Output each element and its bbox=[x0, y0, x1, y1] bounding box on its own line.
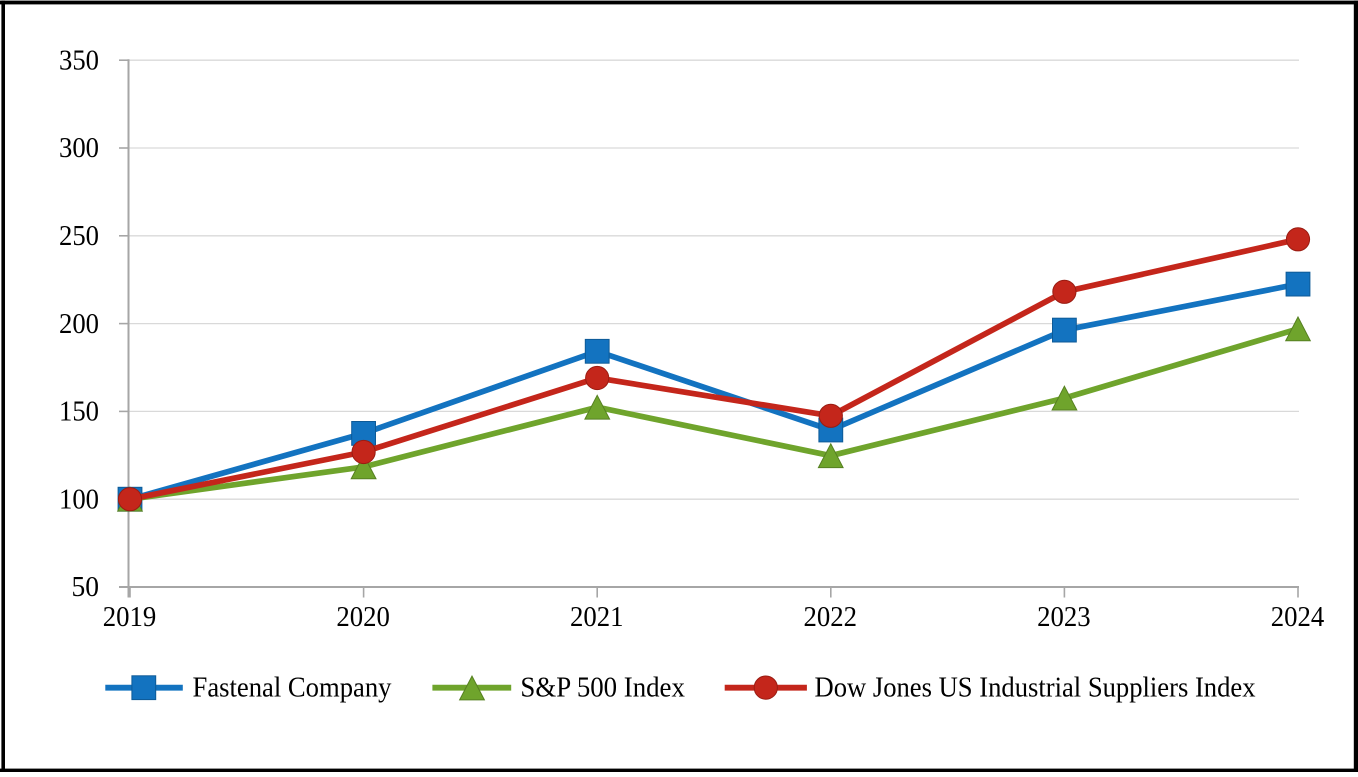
svg-text:2020: 2020 bbox=[336, 602, 390, 633]
svg-text:2019: 2019 bbox=[103, 602, 157, 633]
svg-text:2021: 2021 bbox=[570, 602, 624, 633]
svg-text:Fastenal Company: Fastenal Company bbox=[193, 673, 392, 704]
svg-text:300: 300 bbox=[59, 133, 99, 164]
svg-text:Dow Jones US Industrial Suppli: Dow Jones US Industrial Suppliers Index bbox=[815, 673, 1256, 704]
svg-text:150: 150 bbox=[59, 397, 99, 428]
svg-text:S&P 500 Index: S&P 500 Index bbox=[520, 673, 685, 704]
svg-text:2022: 2022 bbox=[804, 602, 858, 633]
svg-text:350: 350 bbox=[59, 45, 99, 76]
svg-text:100: 100 bbox=[59, 484, 99, 515]
svg-text:200: 200 bbox=[59, 309, 99, 340]
svg-text:50: 50 bbox=[72, 572, 100, 603]
svg-text:2024: 2024 bbox=[1271, 602, 1325, 633]
svg-text:2023: 2023 bbox=[1037, 602, 1091, 633]
svg-text:250: 250 bbox=[59, 221, 99, 252]
